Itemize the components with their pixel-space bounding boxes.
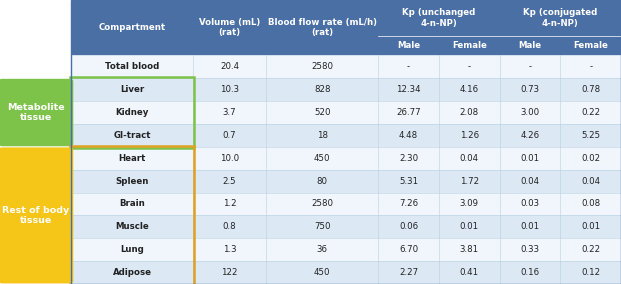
Bar bbox=[71, 170, 621, 193]
Text: 2580: 2580 bbox=[311, 199, 333, 208]
Text: 2580: 2580 bbox=[311, 62, 333, 71]
Text: Volume (mL)
(rat): Volume (mL) (rat) bbox=[199, 18, 260, 37]
Bar bbox=[71, 147, 621, 170]
Text: Male: Male bbox=[519, 41, 542, 50]
Text: 0.78: 0.78 bbox=[581, 85, 601, 94]
Bar bbox=[71, 124, 621, 147]
Text: 2.27: 2.27 bbox=[399, 268, 418, 277]
Text: 0.22: 0.22 bbox=[581, 108, 601, 117]
Bar bbox=[71, 261, 621, 284]
Text: 0.22: 0.22 bbox=[581, 245, 601, 254]
Text: 80: 80 bbox=[317, 177, 328, 186]
Text: 0.73: 0.73 bbox=[520, 85, 540, 94]
Text: 0.02: 0.02 bbox=[581, 154, 601, 163]
Text: 0.01: 0.01 bbox=[581, 222, 601, 231]
Text: 3.7: 3.7 bbox=[223, 108, 237, 117]
Text: Kidney: Kidney bbox=[116, 108, 149, 117]
Text: 1.3: 1.3 bbox=[223, 245, 237, 254]
Text: 0.41: 0.41 bbox=[460, 268, 479, 277]
Text: Total blood: Total blood bbox=[105, 62, 159, 71]
Text: 26.77: 26.77 bbox=[396, 108, 421, 117]
Text: 0.06: 0.06 bbox=[399, 222, 418, 231]
Text: 5.25: 5.25 bbox=[581, 131, 601, 140]
Bar bbox=[71, 215, 621, 238]
Text: Kp (unchanged
4-n-NP): Kp (unchanged 4-n-NP) bbox=[402, 8, 476, 28]
Text: 0.12: 0.12 bbox=[581, 268, 601, 277]
Text: 1.2: 1.2 bbox=[223, 199, 237, 208]
Text: 0.04: 0.04 bbox=[460, 154, 479, 163]
Text: 18: 18 bbox=[317, 131, 328, 140]
Text: 122: 122 bbox=[221, 268, 238, 277]
Text: 0.04: 0.04 bbox=[520, 177, 540, 186]
Bar bbox=[71, 0, 621, 55]
Text: Male: Male bbox=[397, 41, 420, 50]
Text: 750: 750 bbox=[314, 222, 330, 231]
Text: -: - bbox=[589, 62, 592, 71]
Text: Heart: Heart bbox=[119, 154, 146, 163]
Text: 10.0: 10.0 bbox=[220, 154, 239, 163]
Text: -: - bbox=[468, 62, 471, 71]
Text: Kp (conjugated
4-n-NP): Kp (conjugated 4-n-NP) bbox=[523, 8, 597, 28]
Text: Spleen: Spleen bbox=[116, 177, 149, 186]
Text: 828: 828 bbox=[314, 85, 330, 94]
Text: 1.26: 1.26 bbox=[460, 131, 479, 140]
Text: Brain: Brain bbox=[119, 199, 145, 208]
Text: 2.30: 2.30 bbox=[399, 154, 418, 163]
Text: 1.72: 1.72 bbox=[460, 177, 479, 186]
Text: -: - bbox=[528, 62, 532, 71]
Text: 36: 36 bbox=[317, 245, 328, 254]
Text: 10.3: 10.3 bbox=[220, 85, 239, 94]
Text: Female: Female bbox=[573, 41, 608, 50]
Text: Rest of body
tissue: Rest of body tissue bbox=[2, 206, 70, 225]
Text: 0.16: 0.16 bbox=[520, 268, 540, 277]
Text: 0.7: 0.7 bbox=[223, 131, 237, 140]
Text: 12.34: 12.34 bbox=[396, 85, 421, 94]
Text: 3.09: 3.09 bbox=[460, 199, 479, 208]
Text: Female: Female bbox=[452, 41, 487, 50]
Text: 3.81: 3.81 bbox=[460, 245, 479, 254]
Text: 4.48: 4.48 bbox=[399, 131, 418, 140]
Bar bbox=[71, 78, 621, 101]
Text: 0.01: 0.01 bbox=[520, 222, 540, 231]
Text: 0.04: 0.04 bbox=[581, 177, 601, 186]
Text: Liver: Liver bbox=[120, 85, 144, 94]
Text: Adipose: Adipose bbox=[112, 268, 152, 277]
Text: 2.08: 2.08 bbox=[460, 108, 479, 117]
Text: -: - bbox=[407, 62, 410, 71]
Text: Compartment: Compartment bbox=[99, 23, 166, 32]
Bar bbox=[71, 193, 621, 215]
Bar bbox=[71, 55, 621, 78]
Text: Blood flow rate (mL/h)
(rat): Blood flow rate (mL/h) (rat) bbox=[268, 18, 377, 37]
Text: 0.08: 0.08 bbox=[581, 199, 601, 208]
Text: Muscle: Muscle bbox=[116, 222, 149, 231]
Text: 7.26: 7.26 bbox=[399, 199, 418, 208]
Text: Metabolite
tissue: Metabolite tissue bbox=[7, 103, 65, 122]
Text: 4.26: 4.26 bbox=[520, 131, 540, 140]
FancyBboxPatch shape bbox=[0, 79, 73, 146]
Text: Lung: Lung bbox=[120, 245, 144, 254]
Text: GI-tract: GI-tract bbox=[114, 131, 151, 140]
Text: 520: 520 bbox=[314, 108, 330, 117]
Text: 5.31: 5.31 bbox=[399, 177, 418, 186]
Text: 20.4: 20.4 bbox=[220, 62, 239, 71]
Bar bbox=[71, 0, 621, 284]
Text: 0.01: 0.01 bbox=[520, 154, 540, 163]
Text: 0.01: 0.01 bbox=[460, 222, 479, 231]
Text: 3.00: 3.00 bbox=[520, 108, 540, 117]
FancyBboxPatch shape bbox=[0, 147, 73, 283]
Bar bbox=[71, 238, 621, 261]
Text: 0.03: 0.03 bbox=[520, 199, 540, 208]
Text: 450: 450 bbox=[314, 268, 330, 277]
Text: 450: 450 bbox=[314, 154, 330, 163]
Text: 4.16: 4.16 bbox=[460, 85, 479, 94]
Text: 2.5: 2.5 bbox=[223, 177, 237, 186]
Bar bbox=[71, 101, 621, 124]
Text: 0.8: 0.8 bbox=[223, 222, 237, 231]
Text: 0.33: 0.33 bbox=[520, 245, 540, 254]
Text: 6.70: 6.70 bbox=[399, 245, 418, 254]
